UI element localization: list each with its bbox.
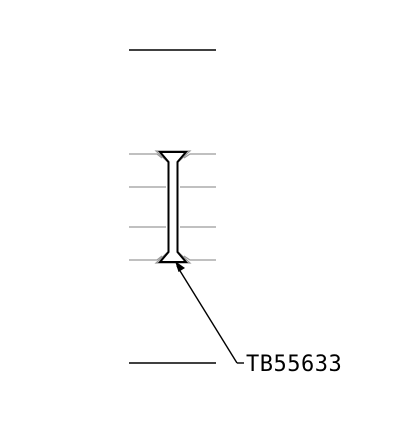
right-guide-line-1 (183, 153, 216, 159)
left-guide-line-1 (129, 153, 163, 159)
right-guide-line-4 (183, 255, 216, 261)
right-guide-lines (180, 153, 216, 261)
leader-line (176, 265, 238, 364)
left-guide-line-4 (129, 255, 163, 261)
arrowhead (175, 261, 185, 272)
part-number-label: TB55633 (246, 352, 342, 377)
bead-profile (157, 151, 189, 263)
leader-arrow (175, 261, 244, 364)
left-guide-lines (129, 153, 166, 261)
